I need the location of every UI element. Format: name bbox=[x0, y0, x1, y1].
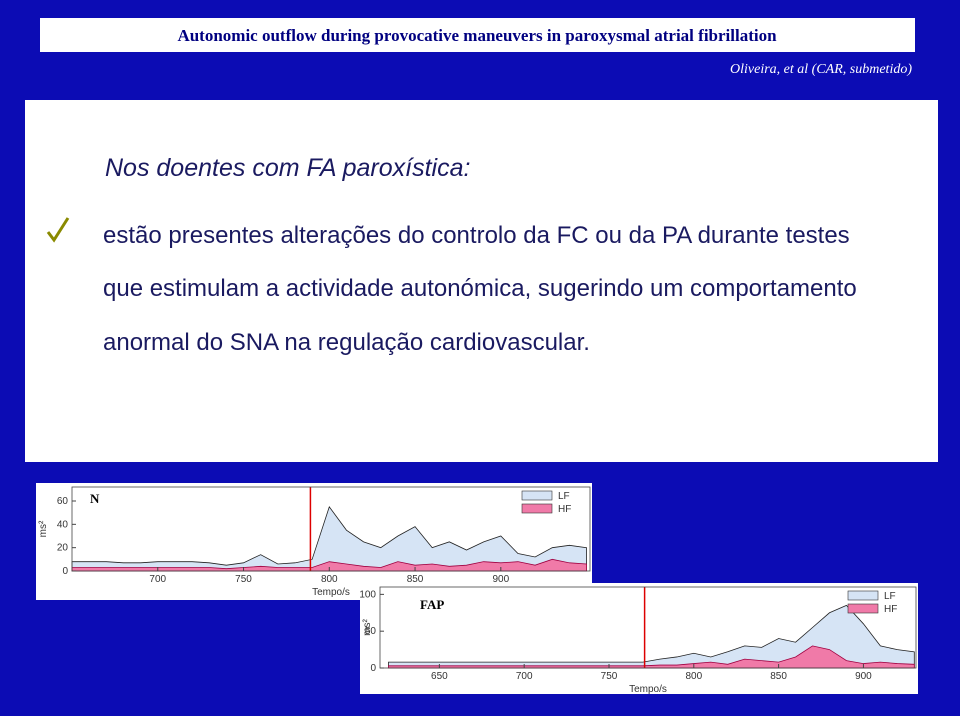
check-mark bbox=[46, 217, 70, 243]
legend-label: LF bbox=[558, 491, 570, 502]
y-tick-label: 60 bbox=[57, 496, 69, 507]
x-tick-label: 800 bbox=[685, 671, 702, 682]
y-tick-label: 0 bbox=[370, 663, 376, 674]
x-tick-label: 800 bbox=[321, 574, 338, 585]
x-tick-label: 850 bbox=[407, 574, 424, 585]
legend-swatch bbox=[847, 603, 879, 614]
area bbox=[71, 505, 587, 572]
body-line: estão presentes alterações do controlo d… bbox=[103, 222, 850, 249]
x-tick-label: 850 bbox=[770, 671, 787, 682]
legend-swatch bbox=[521, 490, 553, 501]
x-tick-label: 700 bbox=[149, 574, 166, 585]
x-tick-label: 900 bbox=[855, 671, 872, 682]
y-axis-label: ms² bbox=[38, 520, 49, 537]
legend-label: LF bbox=[884, 591, 896, 602]
legend-label: HF bbox=[884, 604, 897, 615]
legend-label: HF bbox=[558, 504, 571, 515]
body-line: que estimulam a actividade autonómica, s… bbox=[103, 275, 857, 302]
x-tick-label: 900 bbox=[492, 574, 509, 585]
x-tick-label: 750 bbox=[601, 671, 618, 682]
x-axis-label: Tempo/s bbox=[629, 684, 667, 695]
x-tick-label: 750 bbox=[235, 574, 252, 585]
legend-swatch bbox=[521, 503, 553, 514]
body-line: anormal do SNA na regulação cardiovascul… bbox=[103, 329, 590, 356]
area bbox=[71, 558, 587, 572]
citation: Oliveira, et al (CAR, submetido) bbox=[730, 62, 912, 77]
content-box bbox=[25, 100, 938, 462]
y-tick-label: 0 bbox=[62, 566, 68, 577]
x-axis-label: Tempo/s bbox=[312, 587, 350, 598]
panel-label: N bbox=[90, 491, 100, 506]
legend-swatch bbox=[847, 590, 879, 601]
title: Autonomic outflow during provocative man… bbox=[177, 26, 777, 45]
heading: Nos doentes com FA paroxística: bbox=[105, 154, 470, 182]
plot-frame bbox=[379, 586, 917, 669]
area bbox=[388, 645, 915, 669]
y-tick-label: 20 bbox=[57, 543, 69, 554]
x-tick-label: 650 bbox=[431, 671, 448, 682]
x-tick-label: 700 bbox=[516, 671, 533, 682]
plot-frame bbox=[71, 486, 591, 572]
panel-label: FAP bbox=[420, 597, 444, 612]
y-tick-label: 50 bbox=[365, 626, 377, 637]
title-box bbox=[40, 18, 915, 52]
y-tick-label: 40 bbox=[57, 519, 69, 530]
y-tick-label: 100 bbox=[359, 589, 376, 600]
y-axis-label: ms² bbox=[362, 619, 373, 636]
